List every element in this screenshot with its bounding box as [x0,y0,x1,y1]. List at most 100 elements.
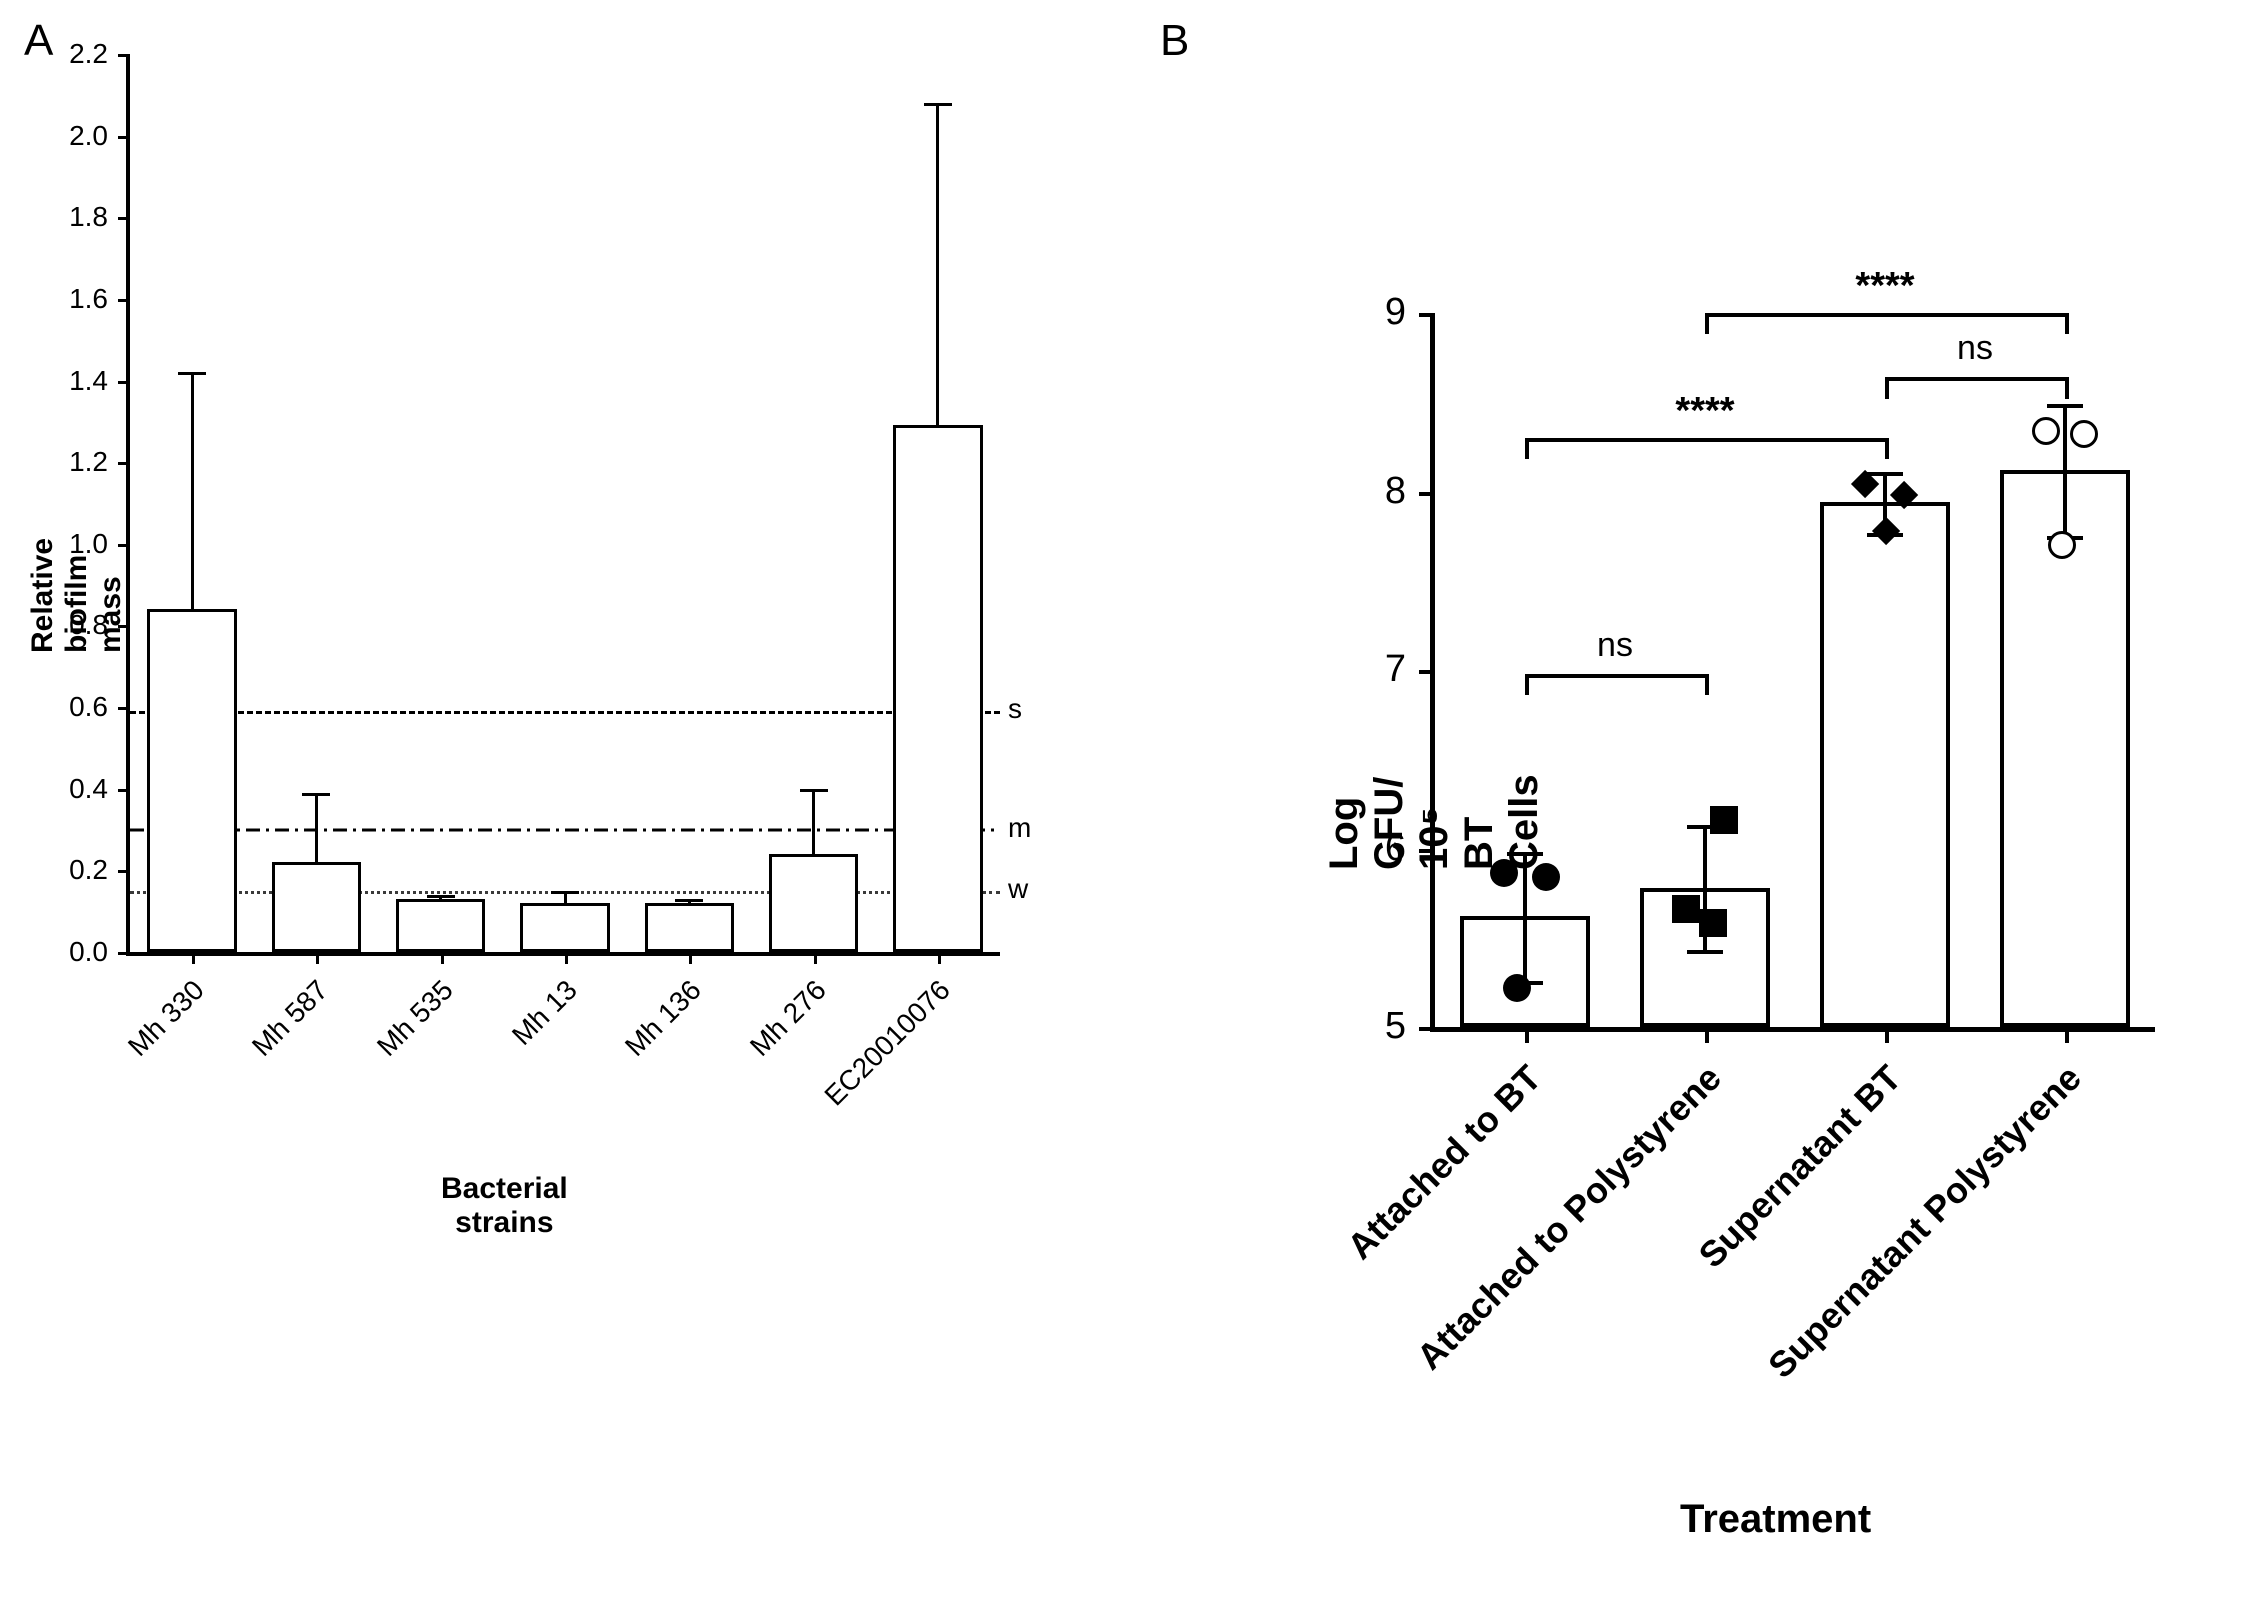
chart-b-xtick [1705,1027,1709,1043]
chart-b-ytick-label: 8 [1346,470,1406,513]
chart-b-errorcap [1867,472,1903,476]
chart-a-ytick-label: 0.6 [38,691,108,723]
chart-a-xtick [441,952,444,964]
chart-b-ytick-label: 7 [1346,648,1406,691]
chart-a-errorcap [302,793,330,796]
chart-b-sig-drop [1525,438,1529,459]
chart-b-sig-bar [1705,313,2065,317]
chart-b-sig-label: **** [1645,390,1765,433]
panel-label-b: B [1160,16,1189,66]
chart-a-xtick [192,952,195,964]
chart-a-refline-label: s [1008,693,1022,725]
chart-b-marker [1710,806,1738,834]
chart-a-bar [645,903,734,952]
chart-b-sig-drop [2065,377,2069,398]
chart-a-ytick [118,707,130,710]
chart-a-errorbar [191,372,194,609]
chart-a-ytick-label: 0.2 [38,854,108,886]
chart-a-ytick [118,789,130,792]
chart-a-errorcap [551,891,579,894]
chart-b-xtick [1885,1027,1889,1043]
chart-b-sig-bar [1525,438,1885,442]
chart-a-bar [147,609,236,952]
chart-b-errormid [1687,888,1723,892]
chart-b-xtick-label: Attached to Polystyrene [1389,1057,1730,1398]
chart-a-refline-label: w [1008,873,1028,905]
chart-a-plot-area [126,54,1000,956]
chart-b-sig-drop [1705,674,1709,695]
chart-a-bar [272,862,361,952]
chart-b-sig-bar [1525,674,1705,678]
chart-a-ytick-label: 0.8 [38,609,108,641]
chart-a-ytick-label: 1.0 [38,528,108,560]
chart-a-x-axis-title: Bacterial strains [441,1172,568,1240]
chart-b-xtick [1525,1027,1529,1043]
chart-b-xtick [2065,1027,2069,1043]
chart-a-errorbar [812,789,815,854]
chart-b-marker [1672,895,1700,923]
chart-a-xtick [814,952,817,964]
chart-b-marker [1699,909,1727,937]
chart-b-sig-label: **** [1825,265,1945,308]
chart-a-bar [520,903,609,952]
figure-root: A B Relative biofilm mass Bacterial stra… [0,0,2253,1607]
chart-b-marker [2048,531,2076,559]
chart-b-xtick-label: Attached to BT [1209,1057,1550,1398]
chart-a-ytick-label: 2.2 [38,38,108,70]
chart-a-ytick [118,462,130,465]
chart-a-ytick-label: 2.0 [38,120,108,152]
chart-b-marker [1503,974,1531,1002]
chart-a-errorbar [315,793,318,862]
chart-b-ytick [1419,670,1435,674]
chart-b-sig-drop [1885,377,1889,398]
chart-a-errorcap [675,899,703,902]
chart-b-errormid [2047,470,2083,474]
chart-a-bar [893,425,982,952]
chart-a-refline [130,828,1000,832]
chart-b-ytick-label: 6 [1346,827,1406,870]
chart-b-errorcap [1687,950,1723,954]
chart-a-refline-label: m [1008,812,1031,844]
chart-b-ytick [1419,492,1435,496]
chart-b-ytick-label: 5 [1346,1005,1406,1048]
chart-a-ytick [118,381,130,384]
chart-b-sig-drop [1525,674,1529,695]
chart-a-ytick [118,952,130,955]
chart-a-ytick-label: 0.4 [38,773,108,805]
chart-a-errorcap [427,895,455,898]
chart-a-bar [769,854,858,952]
chart-b-sig-label: ns [1555,626,1675,665]
chart-a-xtick [565,952,568,964]
chart-b-bar [1820,502,1950,1027]
chart-b-ytick [1419,1027,1435,1031]
chart-a-errorcap [924,103,952,106]
chart-a-ytick [118,299,130,302]
chart-a-ytick [118,136,130,139]
chart-b-sig-label: ns [1915,329,2035,368]
chart-a-ytick-label: 1.2 [38,446,108,478]
chart-a-errorbar [936,103,939,425]
chart-a-xtick [689,952,692,964]
chart-a-refline [130,711,1000,714]
chart-b-marker [2032,417,2060,445]
chart-b-xtick-label: Supernatant Polystyrene [1749,1057,2090,1398]
chart-b-xtick-label: Supernatant BT [1569,1057,1910,1398]
chart-a-ytick-label: 0.0 [38,936,108,968]
chart-b-ytick [1419,313,1435,317]
chart-a-ytick [118,870,130,873]
chart-b-marker [2070,420,2098,448]
chart-a-xtick [938,952,941,964]
chart-a-errorcap [800,789,828,792]
chart-b-sig-drop [2065,313,2069,334]
chart-a-ytick-label: 1.6 [38,283,108,315]
chart-a-ytick-label: 1.8 [38,201,108,233]
chart-a-xtick [316,952,319,964]
chart-b-sig-bar [1885,377,2065,381]
chart-b-plot-area: nsns******** [1430,313,2155,1032]
chart-a-ytick [118,217,130,220]
chart-b-errorcap [2047,404,2083,408]
chart-b-ytick-label: 9 [1346,291,1406,334]
chart-a-errorcap [178,372,206,375]
chart-b-sig-drop [1885,438,1889,459]
chart-a-bar [396,899,485,952]
